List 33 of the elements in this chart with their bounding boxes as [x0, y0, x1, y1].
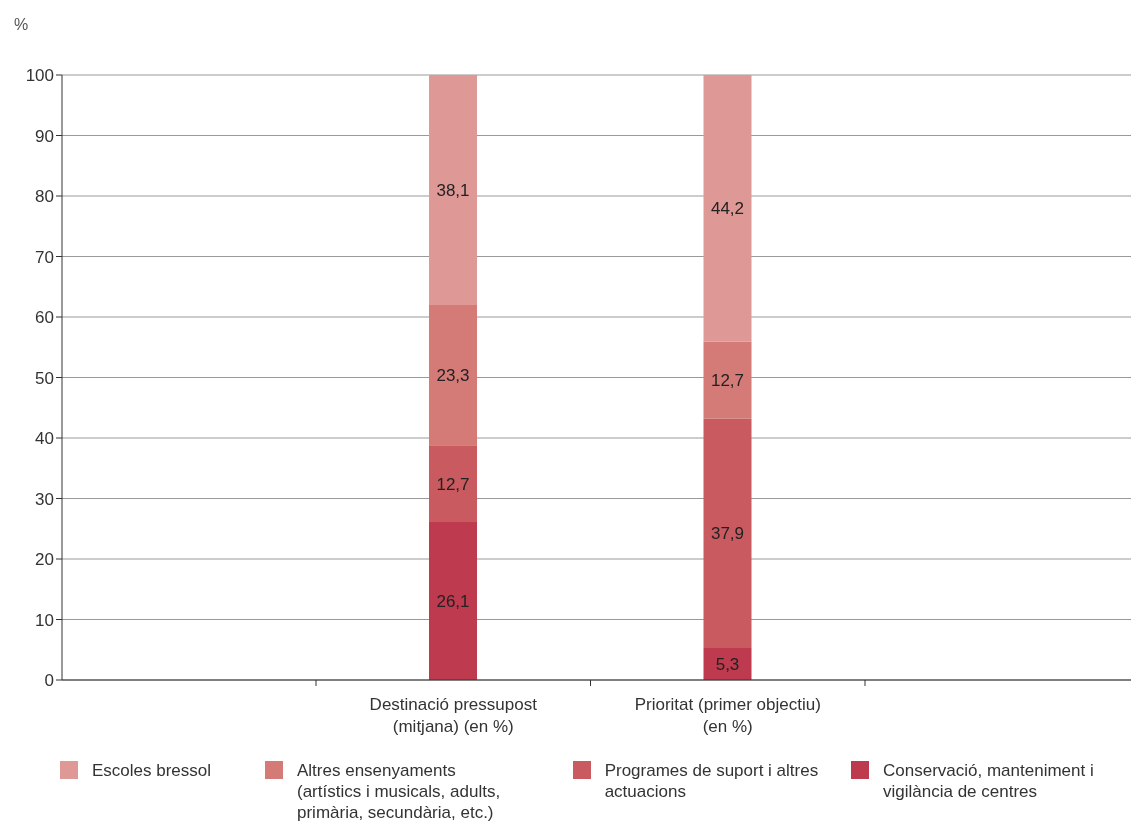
y-tick-label: 90: [35, 126, 54, 146]
bar: [429, 75, 477, 305]
y-tick-label: 100: [25, 66, 54, 86]
x-tick-label: Prioritat (primer objectiu) (en %): [634, 695, 821, 736]
data-label: 12,7: [436, 474, 470, 494]
y-tick-label: 50: [35, 368, 54, 388]
y-tick-label: 10: [35, 610, 54, 630]
y-tick-label: 0: [44, 671, 54, 691]
legend-label: Programes de suport i altres actuacions: [604, 760, 820, 802]
x-tick-label: Destinació pressupost (mitjana) (en %): [369, 695, 538, 736]
y-tick-label: 60: [35, 308, 54, 328]
data-label: 5,3: [715, 655, 740, 674]
data-label: 12,7: [710, 371, 745, 391]
legend-label: Altres ensenyaments (artístics i musicals, adults, primària, secundària, etc.): [297, 760, 502, 823]
data-label: 26,1: [436, 592, 470, 612]
data-label: 23,3: [436, 365, 470, 385]
data-label: 37,9: [710, 524, 745, 544]
data-label: 38,1: [436, 180, 470, 200]
y-tick-label: 30: [35, 489, 54, 509]
bar: [429, 522, 477, 680]
y-tick-label: 20: [35, 550, 54, 570]
legend-label: Conservació, manteniment i vigilància de centres: [883, 760, 1095, 802]
y-tick-label: 70: [35, 247, 54, 267]
bar: [703, 341, 752, 419]
y-tick-label: 80: [35, 187, 54, 207]
bar: [429, 304, 477, 446]
data-label: 44,2: [710, 199, 745, 219]
bar: [429, 445, 477, 523]
legend-label: Escoles bressol: [92, 760, 213, 781]
bar: [703, 75, 752, 342]
y-axis-title: %: [14, 16, 29, 34]
y-tick-label: 40: [35, 429, 54, 449]
bar: [703, 418, 752, 648]
